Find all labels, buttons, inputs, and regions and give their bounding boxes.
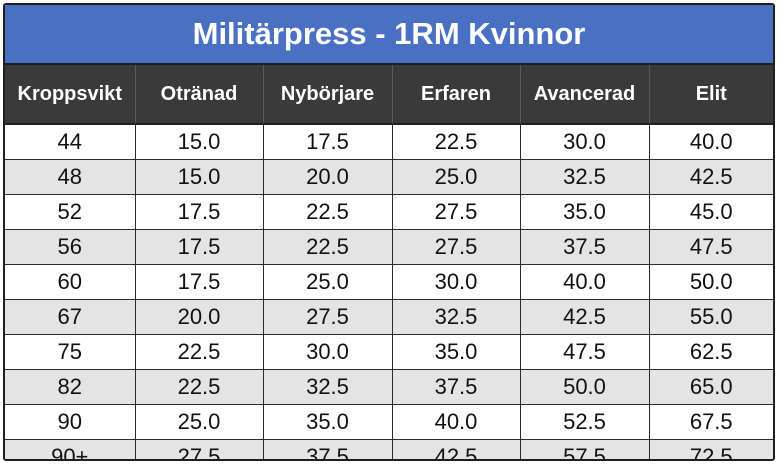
weight-value-cell: 37.5 xyxy=(520,229,650,265)
weight-value-cell: 57.5 xyxy=(520,439,650,459)
weight-value-cell: 17.5 xyxy=(135,264,264,300)
body-weight-cell: 90+ xyxy=(5,439,136,459)
body-weight-cell: 67 xyxy=(5,299,136,335)
body-weight-cell: 75 xyxy=(5,334,136,370)
weight-value-cell: 32.5 xyxy=(263,369,393,405)
table-row: 67 20.0 27.5 32.5 42.5 55.0 xyxy=(5,299,773,335)
weight-value-cell: 35.0 xyxy=(392,334,521,370)
weight-value-cell: 37.5 xyxy=(263,439,393,459)
weight-value-cell: 22.5 xyxy=(392,124,521,160)
table-row: 82 22.5 32.5 37.5 50.0 65.0 xyxy=(5,369,773,405)
weight-value-cell: 47.5 xyxy=(520,334,650,370)
weight-value-cell: 17.5 xyxy=(135,229,264,265)
body-weight-cell: 60 xyxy=(5,264,136,300)
weight-value-cell: 25.0 xyxy=(135,404,264,440)
table-header-row: Kroppsvikt Otränad Nybörjare Erfaren Ava… xyxy=(5,65,773,125)
column-header-elit: Elit xyxy=(649,65,773,125)
weight-value-cell: 25.0 xyxy=(263,264,393,300)
weight-value-cell: 45.0 xyxy=(649,194,773,230)
weight-value-cell: 17.5 xyxy=(263,124,393,160)
table-row: 48 15.0 20.0 25.0 32.5 42.5 xyxy=(5,159,773,195)
column-header-erfaren: Erfaren xyxy=(392,65,521,125)
weight-value-cell: 72.5 xyxy=(649,439,773,459)
weight-value-cell: 32.5 xyxy=(520,159,650,195)
weight-value-cell: 27.5 xyxy=(135,439,264,459)
column-header-otranad: Otränad xyxy=(135,65,264,125)
weight-value-cell: 35.0 xyxy=(263,404,393,440)
weight-value-cell: 67.5 xyxy=(649,404,773,440)
weight-value-cell: 32.5 xyxy=(392,299,521,335)
table-row: 90+ 27.5 37.5 42.5 57.5 72.5 xyxy=(5,439,773,459)
weight-value-cell: 25.0 xyxy=(392,159,521,195)
body-weight-cell: 56 xyxy=(5,229,136,265)
table-title: Militärpress - 1RM Kvinnor xyxy=(5,5,773,65)
strength-standards-table-frame: Militärpress - 1RM Kvinnor Kroppsvikt Ot… xyxy=(3,3,775,461)
weight-value-cell: 40.0 xyxy=(520,264,650,300)
body-weight-cell: 44 xyxy=(5,124,136,160)
weight-value-cell: 30.0 xyxy=(392,264,521,300)
body-weight-cell: 82 xyxy=(5,369,136,405)
weight-value-cell: 47.5 xyxy=(649,229,773,265)
table-row: 52 17.5 22.5 27.5 35.0 45.0 xyxy=(5,194,773,230)
weight-value-cell: 50.0 xyxy=(520,369,650,405)
weight-value-cell: 30.0 xyxy=(263,334,393,370)
table-row: 90 25.0 35.0 40.0 52.5 67.5 xyxy=(5,404,773,440)
weight-value-cell: 42.5 xyxy=(520,299,650,335)
weight-value-cell: 20.0 xyxy=(135,299,264,335)
weight-value-cell: 52.5 xyxy=(520,404,650,440)
body-weight-cell: 52 xyxy=(5,194,136,230)
weight-value-cell: 37.5 xyxy=(392,369,521,405)
table-row: 44 15.0 17.5 22.5 30.0 40.0 xyxy=(5,124,773,160)
body-weight-cell: 90 xyxy=(5,404,136,440)
table-row: 56 17.5 22.5 27.5 37.5 47.5 xyxy=(5,229,773,265)
column-header-kroppsvikt: Kroppsvikt xyxy=(5,65,136,125)
weight-value-cell: 42.5 xyxy=(649,159,773,195)
weight-value-cell: 40.0 xyxy=(649,124,773,160)
weight-value-cell: 27.5 xyxy=(392,194,521,230)
weight-value-cell: 22.5 xyxy=(135,334,264,370)
weight-value-cell: 42.5 xyxy=(392,439,521,459)
weight-value-cell: 27.5 xyxy=(263,299,393,335)
weight-value-cell: 27.5 xyxy=(392,229,521,265)
weight-value-cell: 22.5 xyxy=(263,229,393,265)
weight-value-cell: 40.0 xyxy=(392,404,521,440)
weight-value-cell: 30.0 xyxy=(520,124,650,160)
table-row: 60 17.5 25.0 30.0 40.0 50.0 xyxy=(5,264,773,300)
weight-value-cell: 22.5 xyxy=(263,194,393,230)
weight-value-cell: 15.0 xyxy=(135,159,264,195)
weight-value-cell: 15.0 xyxy=(135,124,264,160)
weight-value-cell: 55.0 xyxy=(649,299,773,335)
table-row: 75 22.5 30.0 35.0 47.5 62.5 xyxy=(5,334,773,370)
weight-value-cell: 20.0 xyxy=(263,159,393,195)
weight-value-cell: 50.0 xyxy=(649,264,773,300)
body-weight-cell: 48 xyxy=(5,159,136,195)
table-body: 44 15.0 17.5 22.5 30.0 40.0 48 15.0 20.0 25.0 32.5… xyxy=(5,124,773,459)
column-header-avancerad: Avancerad xyxy=(520,65,650,125)
weight-value-cell: 22.5 xyxy=(135,369,264,405)
strength-standards-table: Kroppsvikt Otränad Nybörjare Erfaren Ava… xyxy=(5,65,773,459)
weight-value-cell: 65.0 xyxy=(649,369,773,405)
weight-value-cell: 17.5 xyxy=(135,194,264,230)
weight-value-cell: 62.5 xyxy=(649,334,773,370)
weight-value-cell: 35.0 xyxy=(520,194,650,230)
column-header-nyborjare: Nybörjare xyxy=(263,65,393,125)
